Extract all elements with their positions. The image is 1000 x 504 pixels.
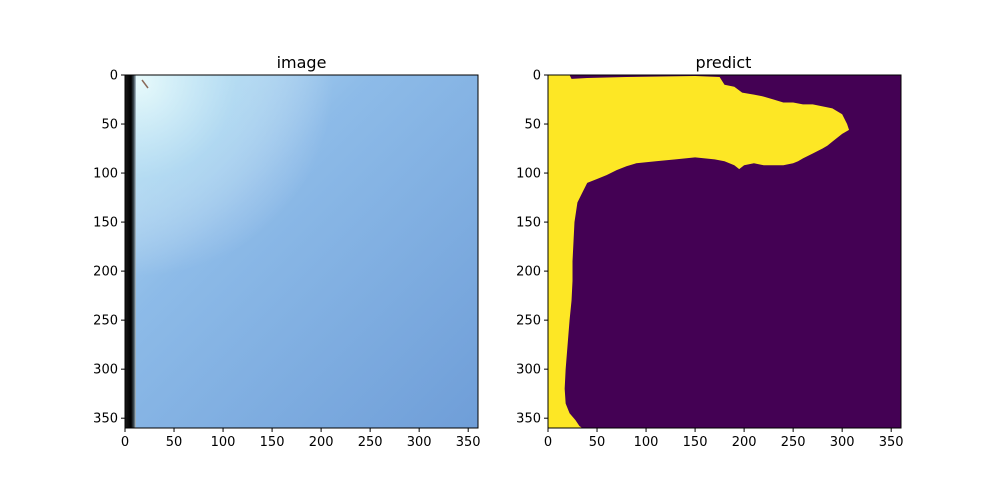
x-tick-label: 150 (683, 435, 708, 450)
image-panel-title: image (277, 53, 327, 72)
x-tick-label: 300 (830, 435, 855, 450)
y-tick-label: 0 (533, 69, 541, 84)
y-tick-label: 350 (516, 412, 541, 427)
y-tick-label: 300 (516, 363, 541, 378)
image-corner-mark (141, 79, 149, 89)
predict-x-ticks: 0 50 100 150 200 250 300 350 (544, 428, 904, 450)
x-tick-label: 350 (879, 435, 904, 450)
y-tick-label: 250 (93, 314, 118, 329)
y-tick-label: 50 (524, 118, 541, 133)
image-panel: image 0 50 100 150 200 250 300 350 0 50 100 150 200… (93, 53, 480, 450)
image-axes-frame (124, 74, 479, 429)
predict-y-ticks: 0 50 100 150 200 250 300 350 (516, 69, 548, 427)
image-raster (125, 75, 478, 428)
x-tick-label: 50 (589, 435, 606, 450)
x-tick-label: 0 (121, 435, 129, 450)
y-tick-label: 200 (516, 265, 541, 280)
x-tick-label: 200 (732, 435, 757, 450)
predict-panel: predict 0 50 100 150 200 250 300 350 0 50 100 150 2… (516, 53, 903, 450)
y-tick-label: 0 (110, 69, 118, 84)
x-tick-label: 350 (456, 435, 481, 450)
predict-panel-title: predict (696, 53, 752, 72)
predict-raster (548, 75, 901, 428)
x-tick-label: 100 (211, 435, 236, 450)
y-tick-label: 100 (516, 167, 541, 182)
x-tick-label: 150 (260, 435, 285, 450)
predict-axes-frame (547, 74, 902, 429)
y-tick-label: 150 (93, 216, 118, 231)
x-tick-label: 250 (358, 435, 383, 450)
image-x-ticks: 0 50 100 150 200 250 300 350 (121, 428, 481, 450)
x-tick-label: 200 (309, 435, 334, 450)
x-tick-label: 250 (781, 435, 806, 450)
y-tick-label: 200 (93, 265, 118, 280)
x-tick-label: 50 (166, 435, 183, 450)
x-tick-label: 100 (634, 435, 659, 450)
predict-foreground-region (548, 75, 850, 428)
image-edge-strip (125, 75, 136, 428)
y-tick-label: 150 (516, 216, 541, 231)
image-glow (125, 75, 478, 428)
y-tick-label: 350 (93, 412, 118, 427)
y-tick-label: 250 (516, 314, 541, 329)
x-tick-label: 300 (407, 435, 432, 450)
image-y-ticks: 0 50 100 150 200 250 300 350 (93, 69, 125, 427)
y-tick-label: 50 (101, 118, 118, 133)
y-tick-label: 100 (93, 167, 118, 182)
y-tick-label: 300 (93, 363, 118, 378)
x-tick-label: 0 (544, 435, 552, 450)
